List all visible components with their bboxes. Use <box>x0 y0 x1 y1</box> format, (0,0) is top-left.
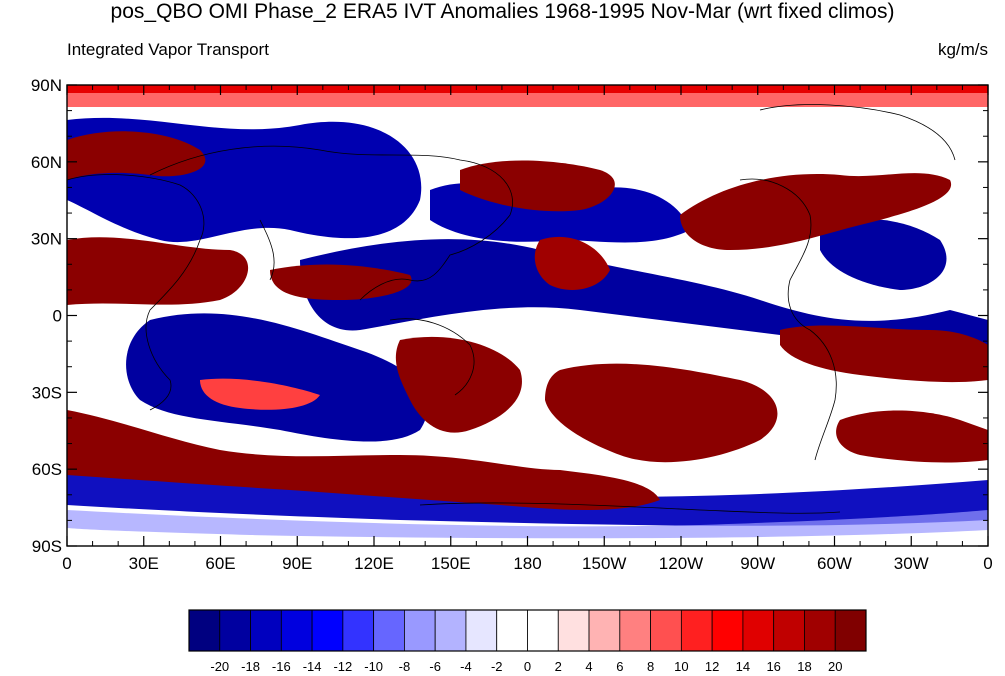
anomaly-positive-region <box>680 173 952 250</box>
anomaly-positive-region <box>780 325 988 383</box>
lat-tick-label: 0 <box>53 307 62 326</box>
lon-tick-label: 0 <box>62 554 71 573</box>
colorbar-label: -16 <box>272 659 291 674</box>
lat-tick-label: 90S <box>32 537 62 556</box>
colorbar-box <box>680 609 713 652</box>
lon-tick-label: 120E <box>354 554 394 573</box>
colorbar-box <box>311 609 344 652</box>
left-subtitle: Integrated Vapor Transport <box>67 40 269 59</box>
anomaly-positive-region <box>67 237 249 305</box>
lon-tick-label: 150W <box>582 554 626 573</box>
colorbar-label: 14 <box>736 659 750 674</box>
lat-tick-label: 30N <box>31 230 62 249</box>
anomaly-positive-region <box>836 410 988 463</box>
colorbar-box <box>465 609 498 652</box>
colorbar-box <box>619 609 651 652</box>
colorbar-label: -12 <box>333 659 352 674</box>
anomaly-negative-region <box>300 239 988 355</box>
units-label: kg/m/s <box>937 40 988 59</box>
lat-tick-label: 30S <box>32 383 62 402</box>
colorbar-box <box>834 609 867 652</box>
colorbar-label: 10 <box>674 659 688 674</box>
colorbar-label: -8 <box>399 659 411 674</box>
anomaly-negative-region <box>126 313 428 442</box>
anomaly-positive-region <box>67 410 660 510</box>
lon-tick-label: 60E <box>205 554 235 573</box>
colorbar-label: 20 <box>828 659 842 674</box>
colorbar-label: 4 <box>585 659 592 674</box>
anomaly-positive-region <box>460 160 615 212</box>
colorbar-label: 16 <box>766 659 780 674</box>
colorbar-label: 8 <box>647 659 654 674</box>
colorbar-box <box>496 609 528 652</box>
lat-tick-label: 90N <box>31 76 62 95</box>
lon-tick-label: 150E <box>431 554 471 573</box>
lon-tick-label: 90W <box>740 554 775 573</box>
colorbar-box <box>250 609 282 652</box>
colorbar-label: -2 <box>491 659 503 674</box>
lat-tick-label: 60S <box>32 460 62 479</box>
anomaly-negative-region <box>820 219 947 290</box>
colorbar: -20 -18 -16 -14 -12 -10 -8 -6 -4 -2 0 2 4 6 8 10 12 14 16 1… <box>188 609 867 674</box>
anomaly-positive-region <box>395 336 522 433</box>
lon-tick-label: 180 <box>513 554 541 573</box>
colorbar-box <box>742 609 775 652</box>
colorbar-label: 18 <box>797 659 811 674</box>
colorbar-box <box>650 609 682 652</box>
lat-tick-label: 60N <box>31 153 62 172</box>
colorbar-box <box>280 609 313 652</box>
colorbar-box <box>404 609 436 652</box>
colorbar-box <box>342 609 375 652</box>
colorbar-box <box>588 609 621 652</box>
colorbar-border <box>188 609 867 652</box>
colorbar-box <box>434 609 467 652</box>
colorbar-label: 0 <box>524 659 531 674</box>
colorbar-box <box>188 609 221 652</box>
lon-tick-label: 60W <box>817 554 852 573</box>
anomaly-positive-region <box>545 363 778 463</box>
colorbar-label: -4 <box>460 659 472 674</box>
colorbar-label: 2 <box>555 659 562 674</box>
colorbar-label: 12 <box>705 659 719 674</box>
lon-tick-label: 90E <box>282 554 312 573</box>
colorbar-box <box>219 609 251 652</box>
colorbar-box <box>527 609 559 652</box>
colorbar-label: -14 <box>303 659 322 674</box>
colorbar-label: -6 <box>429 659 441 674</box>
map-panel <box>67 85 988 546</box>
coastlines <box>67 104 956 514</box>
colorbar-box <box>773 609 805 652</box>
lon-tick-label: 30W <box>894 554 929 573</box>
lon-tick-label: 30E <box>129 554 159 573</box>
colorbar-label: -10 <box>364 659 383 674</box>
colorbar-label: -18 <box>241 659 260 674</box>
lon-tick-label: 120W <box>659 554 703 573</box>
anomaly-positive-region <box>270 264 412 300</box>
colorbar-box <box>711 609 744 652</box>
colorbar-box <box>373 609 405 652</box>
colorbar-box <box>804 609 836 652</box>
anomaly-positive-region <box>534 236 610 290</box>
chart-title: pos_QBO OMI Phase_2 ERA5 IVT Anomalies 1… <box>110 0 895 23</box>
anomaly-positive-region <box>200 378 320 410</box>
lon-tick-label: 0 <box>983 554 992 573</box>
colorbar-box <box>557 609 590 652</box>
anomaly-positive-region <box>67 131 206 180</box>
anomaly-weak-negative <box>67 510 988 539</box>
colorbar-label: 6 <box>616 659 623 674</box>
colorbar-label: -20 <box>210 659 229 674</box>
